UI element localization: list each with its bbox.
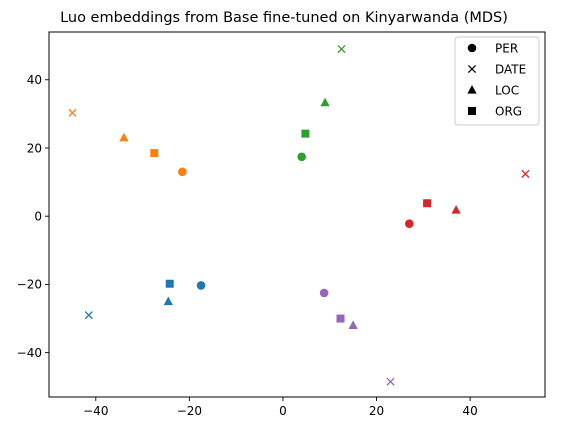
data-point-per-group-3: [297, 152, 306, 162]
y-tick-label: −20: [17, 278, 42, 292]
data-point-org-group-5: [336, 314, 345, 323]
y-tick-label: −40: [17, 346, 42, 360]
data-point-org-group-4: [423, 199, 432, 208]
y-tick-label: 0: [34, 210, 42, 224]
x-axis: −40 −20 0 20 40: [83, 397, 478, 418]
x-tick-label: 40: [462, 404, 477, 418]
data-point-date-group-3: [337, 44, 346, 54]
plot-frame: [48, 31, 546, 398]
x-tick-label: −40: [83, 404, 108, 418]
data-point-per-group-2: [178, 167, 187, 177]
legend-label: LOC: [495, 83, 519, 97]
data-point-date-group-5: [386, 377, 395, 386]
legend: PER DATE LOC ORG: [454, 36, 540, 126]
legend-loc-icon: [467, 85, 477, 94]
legend-label: DATE: [495, 62, 526, 76]
x-tick-label: −20: [177, 404, 202, 418]
y-axis: −40 −20 0 20 40: [17, 73, 49, 360]
legend-label: ORG: [495, 104, 522, 118]
y-tick-label: 40: [27, 73, 42, 87]
legend-box: [454, 36, 540, 126]
data-point-loc-group-4: [451, 205, 461, 214]
legend-date-icon: [467, 64, 477, 74]
data-point-per-group-4: [405, 219, 414, 229]
x-tick-label: 20: [369, 404, 384, 418]
data-point-loc-group-5: [348, 320, 358, 329]
legend-org-icon: [468, 107, 476, 115]
data-point-org-group-1: [165, 279, 174, 288]
chart-title: Luo embeddings from Base fine-tuned on K…: [60, 10, 508, 26]
data-point-date-group-2: [68, 108, 77, 117]
legend-label: PER: [495, 41, 518, 55]
data-point-per-group-1: [196, 281, 206, 290]
legend-per-icon: [467, 43, 477, 53]
data-point-date-group-1: [84, 311, 93, 320]
x-tick-label: 0: [279, 404, 287, 418]
data-point-date-group-4: [521, 169, 530, 178]
data-point-per-group-5: [319, 288, 329, 298]
data-point-loc-group-2: [119, 132, 129, 142]
data-point-loc-group-1: [163, 296, 173, 306]
data-point-org-group-2: [150, 149, 159, 158]
data-point-loc-group-3: [320, 97, 330, 107]
points-layer: [68, 44, 530, 386]
data-point-org-group-3: [301, 129, 310, 138]
y-tick-label: 20: [27, 141, 42, 155]
